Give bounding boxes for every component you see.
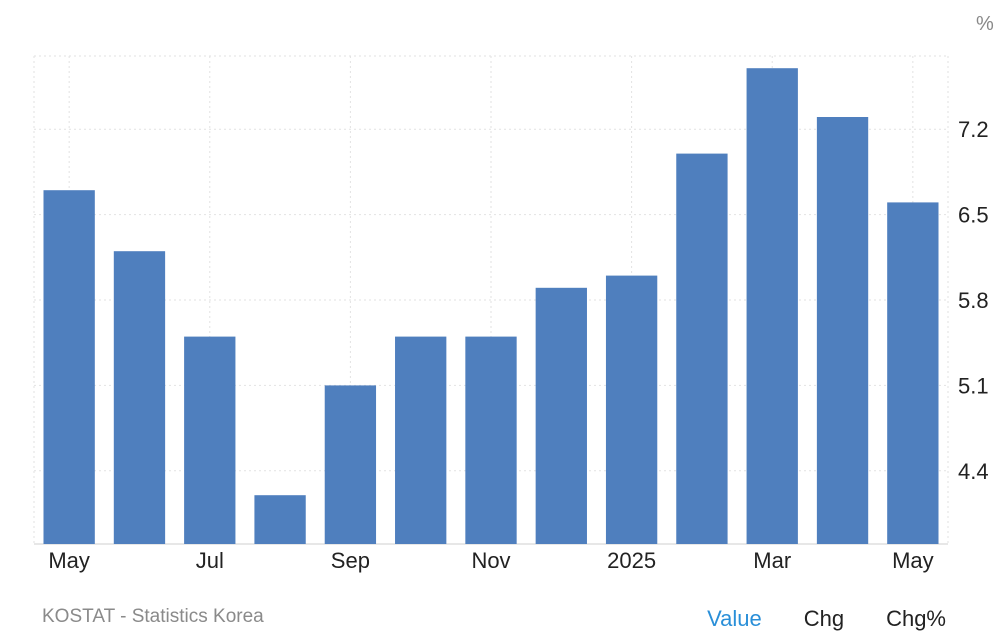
bar-sep[interactable] xyxy=(324,385,377,544)
x-tick-label: 2025 xyxy=(607,548,656,573)
bar-feb[interactable] xyxy=(676,153,728,544)
bar-chart: 4.4 5.1 5.8 6.5 7.2 May Jul Sep Nov 2025 Mar May % xyxy=(33,13,994,573)
bar-jul[interactable] xyxy=(184,336,236,544)
y-tick-label: 7.2 xyxy=(958,117,989,142)
y-tick-label: 5.1 xyxy=(958,373,989,398)
bar-aug[interactable] xyxy=(254,495,306,544)
y-axis: 4.4 5.1 5.8 6.5 7.2 xyxy=(958,117,989,484)
bar-mar[interactable] xyxy=(746,68,798,544)
bar-jun[interactable] xyxy=(113,251,166,544)
x-tick-label: Nov xyxy=(471,548,510,573)
bar-may[interactable] xyxy=(887,202,939,544)
x-axis: May Jul Sep Nov 2025 Mar May xyxy=(48,548,933,573)
y-tick-label: 5.8 xyxy=(958,288,989,313)
bar-2025[interactable] xyxy=(605,275,658,544)
bar-nov[interactable] xyxy=(465,336,517,544)
bar-may[interactable] xyxy=(43,190,95,544)
x-tick-label: Jul xyxy=(196,548,224,573)
bar-apr[interactable] xyxy=(816,117,869,544)
chg-percent-button[interactable]: Chg% xyxy=(886,606,946,631)
y-unit-label: % xyxy=(976,13,994,35)
source-label: KOSTAT - Statistics Korea xyxy=(42,606,264,627)
chg-button[interactable]: Chg xyxy=(803,606,845,631)
y-tick-label: 6.5 xyxy=(958,203,989,228)
view-toggle: Value Chg Chg% xyxy=(665,606,946,632)
x-tick-label: Mar xyxy=(753,548,791,573)
x-tick-label: May xyxy=(892,548,934,573)
y-tick-label: 4.4 xyxy=(958,459,989,484)
value-button[interactable]: Value xyxy=(707,606,762,631)
x-tick-label: May xyxy=(48,548,90,573)
bars-group xyxy=(43,68,939,544)
bar-oct[interactable] xyxy=(395,336,447,544)
x-tick-label: Sep xyxy=(331,548,370,573)
bar-dec[interactable] xyxy=(535,287,587,544)
